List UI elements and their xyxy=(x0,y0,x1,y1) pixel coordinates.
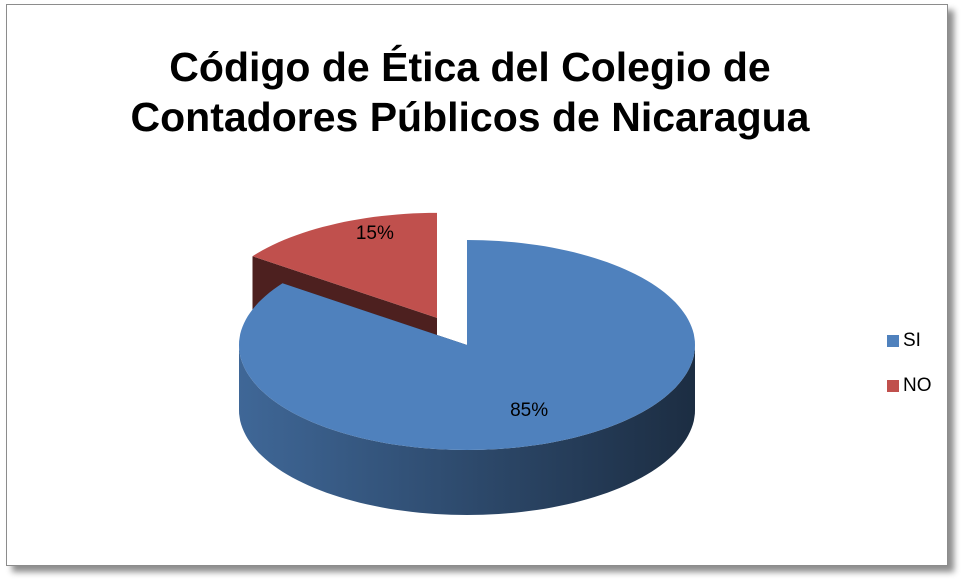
legend-label: NO xyxy=(903,375,932,396)
data-label: 15% xyxy=(356,223,394,244)
slice-top xyxy=(239,240,695,450)
slice-top xyxy=(252,212,437,318)
legend-swatch xyxy=(887,335,899,347)
slice xyxy=(239,240,695,515)
legend-label: SI xyxy=(903,330,921,351)
slice-side xyxy=(239,345,695,515)
legend-swatch xyxy=(887,380,899,392)
chart-title: Código de Ética del Colegio de Contadore… xyxy=(130,44,810,140)
data-label: 85% xyxy=(510,400,548,421)
